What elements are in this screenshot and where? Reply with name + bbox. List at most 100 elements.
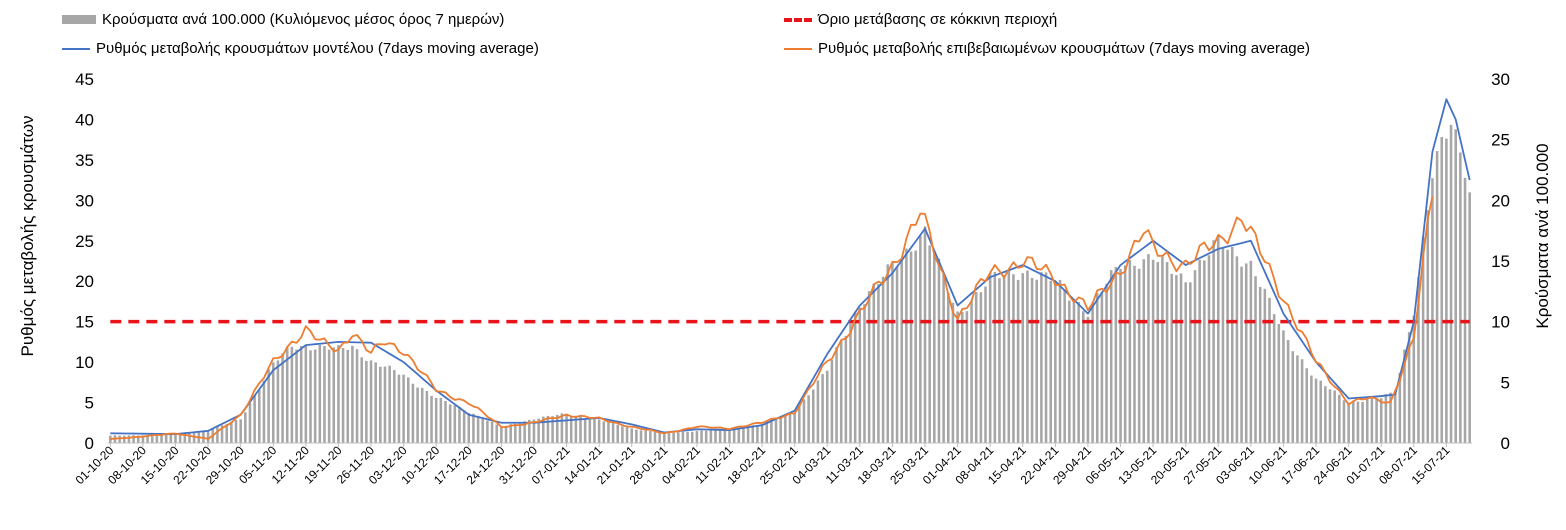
bar [802,399,806,443]
bar [1086,316,1090,443]
bar-series [109,124,1471,444]
bar [960,311,964,443]
bar [1151,259,1155,443]
bar [309,350,312,443]
bar [164,434,168,443]
bar [774,418,778,443]
bar [695,430,699,443]
bar [742,427,745,443]
bar [998,278,1001,443]
bar [667,432,671,443]
bar [770,419,773,443]
bar [169,434,173,443]
bar [150,434,154,443]
bar [1305,368,1309,443]
bar [1054,281,1057,443]
bar [625,427,629,443]
bar [853,311,857,443]
bar [825,370,829,443]
bar [947,292,950,443]
bar [523,421,526,443]
bar [174,434,177,443]
bar [1030,277,1034,443]
bar [560,413,564,443]
bar [1203,260,1206,443]
bar [1417,277,1420,443]
bar [136,435,140,443]
bar [905,248,908,443]
bar [1421,237,1425,443]
bar [290,346,294,443]
bar [397,374,401,443]
bar [1277,324,1281,443]
bar [1310,375,1313,443]
bar [248,403,252,443]
bar [1198,259,1201,443]
bar [970,300,973,443]
bar [1407,332,1411,443]
bar [1324,386,1327,443]
bar [1165,262,1169,443]
bar [737,428,741,443]
bar [1012,274,1015,443]
bar [1095,293,1099,443]
legend-confirmed-label: Ρυθμός μεταβολής επιβεβαιωμένων κρουσμάτ… [818,40,1310,57]
bar [886,264,890,443]
bar [933,255,936,443]
bar [1389,392,1392,443]
bar [1068,300,1071,443]
bar [732,428,736,443]
bar [365,360,368,443]
bar [518,423,522,443]
bar [1468,192,1471,443]
bar [276,360,280,443]
bar [1142,259,1146,443]
bar [1161,256,1164,443]
bar [528,419,531,443]
bar [453,405,457,443]
bar [1072,301,1076,443]
bar [1133,265,1136,443]
bar [234,419,238,443]
bar [1021,273,1025,443]
bar [830,360,834,443]
bar [849,323,852,443]
bar [188,433,191,443]
bar [565,413,568,443]
bar [1258,286,1262,443]
bar [555,414,559,443]
bar [1226,249,1229,443]
bar [118,435,121,443]
bar [956,311,959,443]
bar [593,418,596,443]
bar [504,425,508,443]
bar [690,431,694,443]
bar [295,349,298,443]
bar [858,307,862,443]
bar [127,435,131,443]
bar [993,271,997,443]
bar [481,418,485,443]
bar [1221,247,1225,443]
bar [239,419,242,443]
bar [509,424,512,443]
bar [462,410,466,443]
bar [728,429,731,443]
bar [1147,254,1150,443]
bar [1137,268,1141,443]
bar [1175,275,1178,443]
bar [676,432,680,443]
bar [341,348,345,443]
bar [1319,380,1322,443]
bar [253,395,256,443]
y-right-tick-label: 25 [1491,131,1510,150]
y-right-tick-label: 30 [1491,70,1510,89]
legend-model-label: Ρυθμός μεταβολής κρουσμάτων μοντέλου (7d… [96,40,539,57]
bar [1114,266,1118,443]
bar [588,419,592,443]
bar [779,416,782,443]
bar [839,340,843,443]
bar [877,284,880,443]
bar [723,429,727,443]
